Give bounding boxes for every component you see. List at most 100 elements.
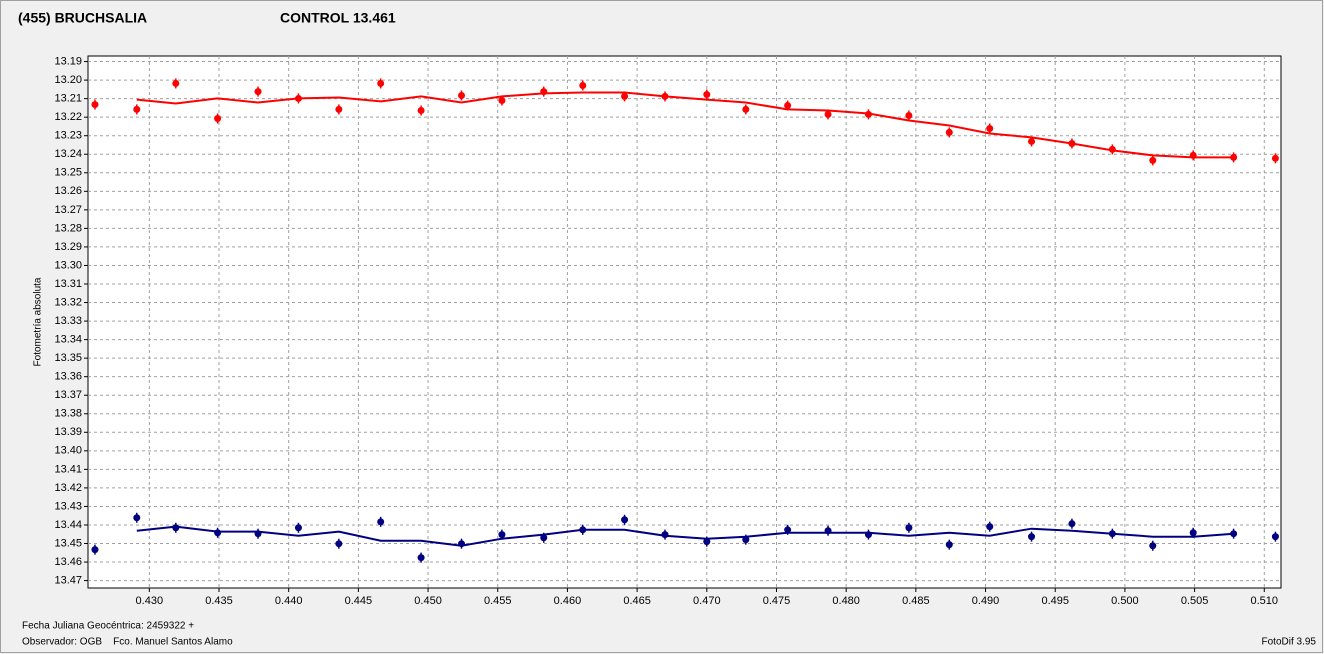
data-point — [498, 95, 506, 106]
y-axis-label: Fotometría absoluta — [33, 277, 44, 366]
data-point — [172, 522, 180, 533]
data-point — [864, 529, 872, 540]
data-point — [133, 512, 141, 523]
data-point — [458, 538, 466, 549]
data-point — [621, 514, 629, 525]
x-tick-label: 0.470 — [693, 595, 721, 607]
x-tick-label: 0.480 — [832, 595, 860, 607]
data-point — [703, 89, 711, 100]
y-tick-label: 13.25 — [54, 167, 82, 179]
data-point — [1149, 155, 1157, 166]
y-tick-label: 13.44 — [54, 519, 82, 531]
data-point — [661, 91, 669, 102]
data-point — [335, 538, 343, 549]
data-point — [254, 86, 262, 97]
x-tick-label: 0.450 — [414, 595, 442, 607]
x-tick-label: 0.460 — [554, 595, 582, 607]
data-point — [377, 516, 385, 527]
data-point — [294, 522, 302, 533]
x-tick-label: 0.475 — [763, 595, 791, 607]
data-point — [417, 552, 425, 563]
data-point — [133, 104, 141, 115]
data-point — [905, 522, 913, 533]
data-point — [1068, 138, 1076, 149]
y-tick-label: 13.24 — [54, 148, 82, 160]
y-tick-label: 13.30 — [54, 259, 82, 271]
y-tick-label: 13.39 — [54, 426, 82, 438]
x-tick-label: 0.485 — [902, 595, 930, 607]
data-point — [621, 91, 629, 102]
x-tick-label: 0.445 — [345, 595, 373, 607]
data-point — [986, 123, 994, 134]
y-tick-label: 13.19 — [54, 55, 82, 67]
data-point — [1108, 528, 1116, 539]
data-point — [540, 86, 548, 97]
data-point — [579, 524, 587, 535]
x-axis-label: Fecha Juliana Geocéntrica: 2459322 + — [22, 621, 194, 632]
data-point — [905, 110, 913, 121]
y-tick-label: 13.35 — [54, 352, 82, 364]
data-point — [498, 529, 506, 540]
data-point — [945, 127, 953, 138]
y-tick-label: 13.29 — [54, 241, 82, 253]
x-tick-label: 0.500 — [1111, 595, 1139, 607]
data-point — [1230, 152, 1238, 163]
y-tick-label: 13.31 — [54, 278, 82, 290]
data-point — [214, 527, 222, 538]
data-point — [1271, 153, 1279, 164]
data-point — [91, 99, 99, 110]
data-point — [742, 534, 750, 545]
data-point — [1230, 528, 1238, 539]
data-point — [214, 113, 222, 124]
x-tick-label: 0.495 — [1041, 595, 1069, 607]
x-tick-label: 0.490 — [972, 595, 1000, 607]
y-tick-label: 13.43 — [54, 500, 82, 512]
y-tick-label: 13.22 — [54, 111, 82, 123]
data-point — [1189, 527, 1197, 538]
data-point — [1149, 540, 1157, 551]
x-tick-label: 0.455 — [484, 595, 512, 607]
data-point — [742, 104, 750, 115]
y-tick-label: 13.42 — [54, 482, 82, 494]
y-tick-label: 13.45 — [54, 537, 82, 549]
y-tick-label: 13.32 — [54, 296, 82, 308]
y-tick-label: 13.37 — [54, 389, 82, 401]
y-tick-label: 13.36 — [54, 371, 82, 383]
y-tick-label: 13.28 — [54, 222, 82, 234]
data-point — [254, 528, 262, 539]
y-tick-label: 13.23 — [54, 130, 82, 142]
data-point — [579, 80, 587, 91]
y-tick-label: 13.40 — [54, 445, 82, 457]
observer: Observador: OGB Fco. Manuel Santos Alamo — [22, 637, 233, 648]
data-point — [458, 90, 466, 101]
data-point — [1068, 518, 1076, 529]
fit-line — [136, 525, 1234, 547]
data-point — [986, 521, 994, 532]
data-point — [172, 78, 180, 89]
software: FotoDif 3.95 — [1262, 637, 1317, 648]
y-tick-label: 13.26 — [54, 185, 82, 197]
x-tick-label: 0.465 — [623, 595, 651, 607]
data-point — [91, 544, 99, 555]
y-tick-label: 13.33 — [54, 315, 82, 327]
y-tick-label: 13.46 — [54, 556, 82, 568]
data-point — [335, 104, 343, 115]
y-tick-label: 13.27 — [54, 204, 82, 216]
data-point — [661, 529, 669, 540]
data-point — [1108, 144, 1116, 155]
fit-line — [136, 91, 1234, 159]
data-point — [1271, 531, 1279, 542]
data-point — [784, 524, 792, 535]
data-point — [294, 93, 302, 104]
y-tick-label: 13.34 — [54, 334, 82, 346]
y-tick-label: 13.47 — [54, 574, 82, 586]
x-tick-label: 0.430 — [136, 595, 164, 607]
control-title: CONTROL 13.461 — [280, 10, 396, 26]
data-point — [784, 100, 792, 111]
data-point — [377, 78, 385, 89]
data-point — [824, 525, 832, 536]
x-tick-label: 0.505 — [1181, 595, 1209, 607]
x-tick-label: 0.440 — [275, 595, 303, 607]
y-tick-label: 13.41 — [54, 463, 82, 475]
